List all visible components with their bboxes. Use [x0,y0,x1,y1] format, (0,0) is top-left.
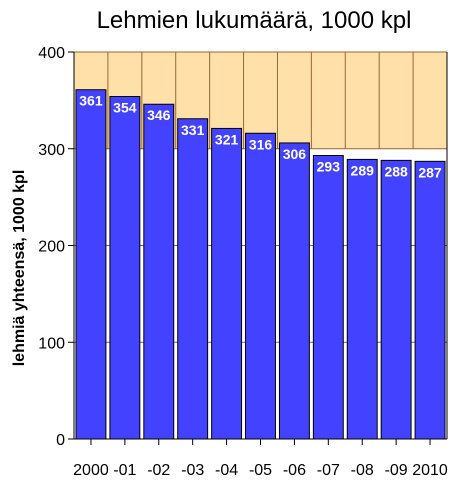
x-tick-label: -01 [113,462,136,479]
data-label: 321 [215,131,239,147]
data-label: 361 [79,93,103,109]
x-tick-label: 2000 [73,462,109,479]
x-tick-label: -04 [215,462,238,479]
x-tick-label: -09 [385,462,408,479]
x-tick-label: -05 [249,462,272,479]
y-axis-label: lehmiä yhteensä, 1000 kpl [11,170,28,367]
bar [346,158,378,440]
bar [414,160,446,440]
bar [278,142,310,440]
data-label: 346 [147,107,171,123]
data-label: 316 [249,136,273,152]
bar [109,96,141,440]
data-label: 354 [113,100,137,116]
bar [211,127,243,440]
x-tick-label: -08 [351,462,374,479]
x-tick-label: -07 [317,462,340,479]
data-label: 331 [181,122,205,138]
y-tick-label: 0 [56,432,65,449]
bar [143,103,175,440]
data-label: 287 [418,164,442,180]
x-tick-label: -03 [181,462,204,479]
y-tick-label: 300 [38,142,65,159]
x-tick-label: -06 [283,462,306,479]
x-tick-label: -02 [147,462,170,479]
plot-area: 0 100 200 300 400 361 354 346 331 321 316 306 293 289… [38,45,448,479]
data-label: 288 [384,163,408,179]
data-label: 306 [283,146,307,162]
bar [177,118,209,440]
y-tick-label: 200 [38,239,65,256]
bar [245,132,276,440]
data-label: 289 [351,162,375,178]
y-tick-label: 400 [38,45,65,62]
y-tick-label: 100 [38,335,65,352]
data-label: 293 [317,159,341,175]
x-tick-label: 2010 [412,462,448,479]
bar [380,159,412,440]
bar [75,89,107,440]
bar [312,155,344,440]
chart-title: Lehmien lukumäärä, 1000 kpl [97,7,412,34]
